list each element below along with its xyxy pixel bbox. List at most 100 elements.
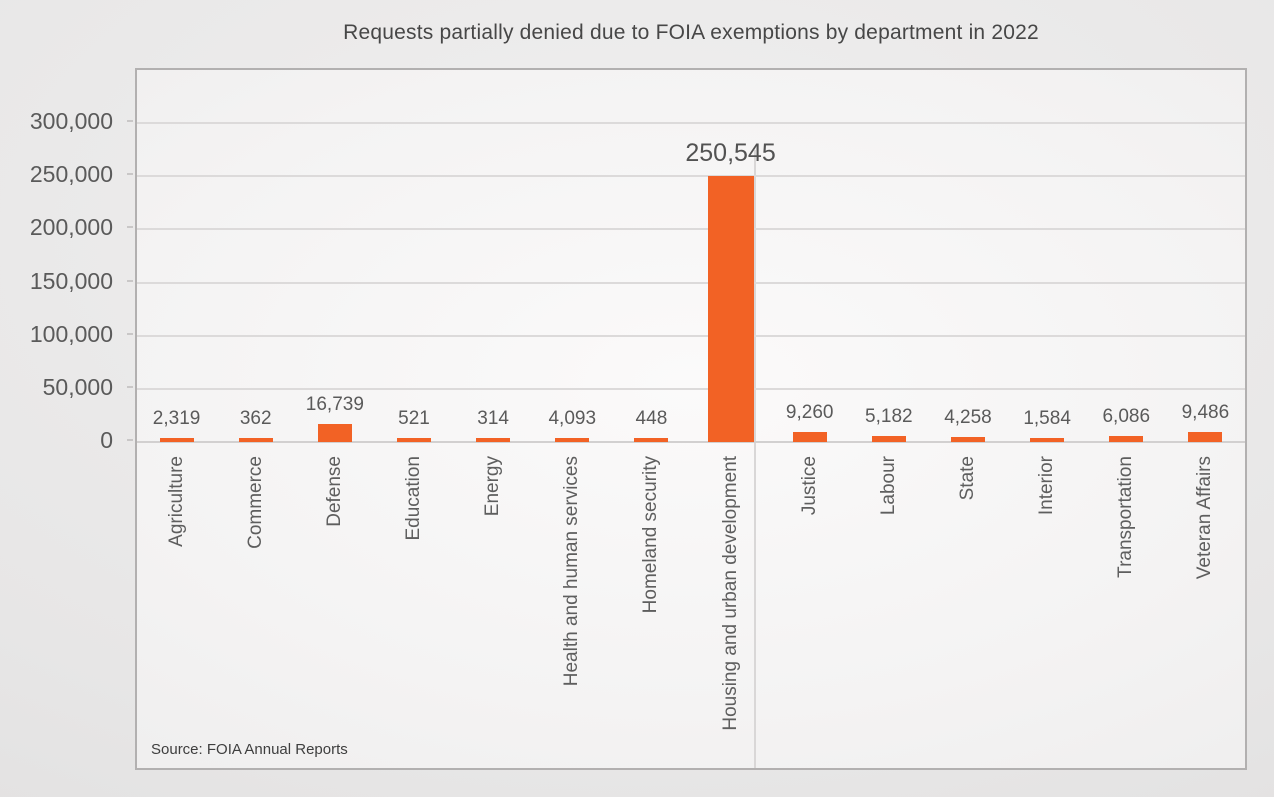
- x-label-slot: Defense: [295, 456, 374, 770]
- x-axis-label: Justice: [798, 456, 820, 516]
- x-label-slot: Housing and urban development: [691, 456, 770, 770]
- bar-veteran-affairs[interactable]: [1188, 432, 1223, 442]
- y-axis-tick-label: 300,000: [29, 108, 113, 134]
- bar-slot-14: 9,486: [1166, 70, 1245, 442]
- y-axis-tick: [127, 439, 133, 441]
- chart-plot-box: 2,319 362 16,739 521 314 4,093 448 250,545 9,260…: [135, 68, 1247, 770]
- y-axis: 0 50,000 100,000 150,000 200,000 250,000 300,0…: [0, 68, 135, 453]
- gridline-100,000: [137, 335, 1245, 337]
- gridline-250,000: [137, 175, 1245, 177]
- x-label-slot: Education: [374, 456, 453, 770]
- bars-row: 2,319 362 16,739 521 314 4,093 448 250,545 9,260…: [137, 70, 1245, 442]
- x-axis-label: Education: [402, 456, 424, 541]
- gridline-0: [137, 441, 1245, 443]
- y-axis-tick: [127, 333, 133, 335]
- value-label: 521: [398, 408, 430, 429]
- y-axis-tick: [127, 120, 133, 122]
- value-label: 9,486: [1181, 402, 1230, 423]
- x-axis-label: Health and human services: [561, 456, 583, 687]
- bar-transportation[interactable]: [1109, 436, 1144, 442]
- x-axis-label: Defense: [323, 456, 345, 527]
- x-axis-label: Veteran Affairs: [1194, 456, 1216, 580]
- value-label: 16,739: [305, 394, 364, 415]
- value-label: 362: [239, 408, 272, 429]
- gridline-300,000: [137, 122, 1245, 124]
- value-label: 250,545: [685, 139, 776, 167]
- x-axis-label: Interior: [1036, 456, 1058, 516]
- y-axis-tick: [127, 226, 133, 228]
- x-axis-label: Labour: [877, 456, 899, 516]
- bar-slot-10: 5,182: [849, 70, 928, 442]
- bar-state[interactable]: [950, 437, 985, 442]
- x-axis-label: Transportation: [1115, 456, 1137, 578]
- bar-slot-3: 16,739: [295, 70, 374, 442]
- bar-slot-12: 1,584: [1008, 70, 1087, 442]
- x-label-slot: Labour: [849, 456, 928, 770]
- x-axis-label: Commerce: [244, 456, 266, 549]
- x-label-slot: Justice: [770, 456, 849, 770]
- bar-slot-11: 4,258: [928, 70, 1007, 442]
- value-label: 2,319: [152, 408, 201, 429]
- x-label-slot: State: [928, 456, 1007, 770]
- x-label-slot: Interior: [1008, 456, 1087, 770]
- bar-slot-8: 250,545: [685, 70, 776, 442]
- bar-education[interactable]: [396, 438, 431, 442]
- x-axis-labels-row: Agriculture Commerce Defense Education Energ…: [137, 442, 1245, 770]
- bar-labour[interactable]: [871, 436, 906, 442]
- bar-slot-5: 314: [454, 70, 533, 442]
- bar-slot-6: 4,093: [533, 70, 612, 442]
- bar-interior[interactable]: [1030, 438, 1065, 442]
- gridline-50,000: [137, 388, 1245, 390]
- y-axis-tick-label: 200,000: [29, 214, 113, 240]
- value-label: 1,584: [1023, 408, 1071, 429]
- plot-area: [137, 70, 1245, 443]
- x-label-slot: Homeland security: [612, 456, 691, 770]
- y-axis-tick-label: 0: [100, 427, 113, 453]
- bar-slot-9: 9,260: [770, 70, 849, 442]
- x-label-slot: Commerce: [216, 456, 295, 770]
- source-note: Source: FOIA Annual Reports: [151, 741, 348, 758]
- x-label-slot: Health and human services: [533, 456, 612, 770]
- value-label: 4,258: [944, 407, 992, 428]
- bar-slot-2: 362: [216, 70, 295, 442]
- bar-defense[interactable]: [317, 424, 352, 442]
- bar-housing-and-urban-development[interactable]: [707, 176, 754, 442]
- bar-health-and-human-services[interactable]: [555, 438, 590, 442]
- value-label: 314: [477, 408, 509, 429]
- bar-energy[interactable]: [476, 438, 511, 442]
- value-label: 9,260: [785, 402, 834, 423]
- gridline-200,000: [137, 228, 1245, 230]
- value-label: 448: [635, 408, 668, 429]
- chart-title: Requests partially denied due to FOIA ex…: [343, 21, 1039, 44]
- value-label: 6,086: [1102, 406, 1151, 427]
- bar-commerce[interactable]: [238, 438, 273, 442]
- x-label-slot: Veteran Affairs: [1166, 456, 1245, 770]
- value-label: 5,182: [865, 406, 913, 427]
- bar-agriculture[interactable]: [159, 438, 194, 442]
- x-label-slot: Transportation: [1087, 456, 1166, 770]
- x-label-slot: Energy: [454, 456, 533, 770]
- y-axis-tick-label: 100,000: [29, 321, 113, 347]
- value-label: 4,093: [548, 408, 597, 429]
- x-axis-label: Homeland security: [640, 456, 662, 614]
- y-axis-tick-label: 50,000: [42, 374, 113, 400]
- x-axis-label: State: [956, 456, 978, 501]
- bar-justice[interactable]: [792, 432, 827, 442]
- bar-slot-7: 448: [612, 70, 691, 442]
- y-axis-tick: [127, 173, 133, 175]
- x-axis-label: Housing and urban development: [719, 456, 741, 731]
- y-axis-tick-label: 150,000: [29, 268, 113, 294]
- x-label-slot: Agriculture: [137, 456, 216, 770]
- bar-slot-13: 6,086: [1087, 70, 1166, 442]
- y-axis-tick: [127, 280, 133, 282]
- bar-slot-4: 521: [374, 70, 453, 442]
- x-axis-label: Agriculture: [165, 456, 187, 547]
- hover-indicator-line: [754, 150, 756, 768]
- bar-slot-1: 2,319: [137, 70, 216, 442]
- gridline-150,000: [137, 282, 1245, 284]
- bar-homeland-security[interactable]: [634, 438, 669, 442]
- y-axis-tick: [127, 386, 133, 388]
- y-axis-tick-label: 250,000: [29, 161, 113, 187]
- x-axis-label: Energy: [482, 456, 504, 517]
